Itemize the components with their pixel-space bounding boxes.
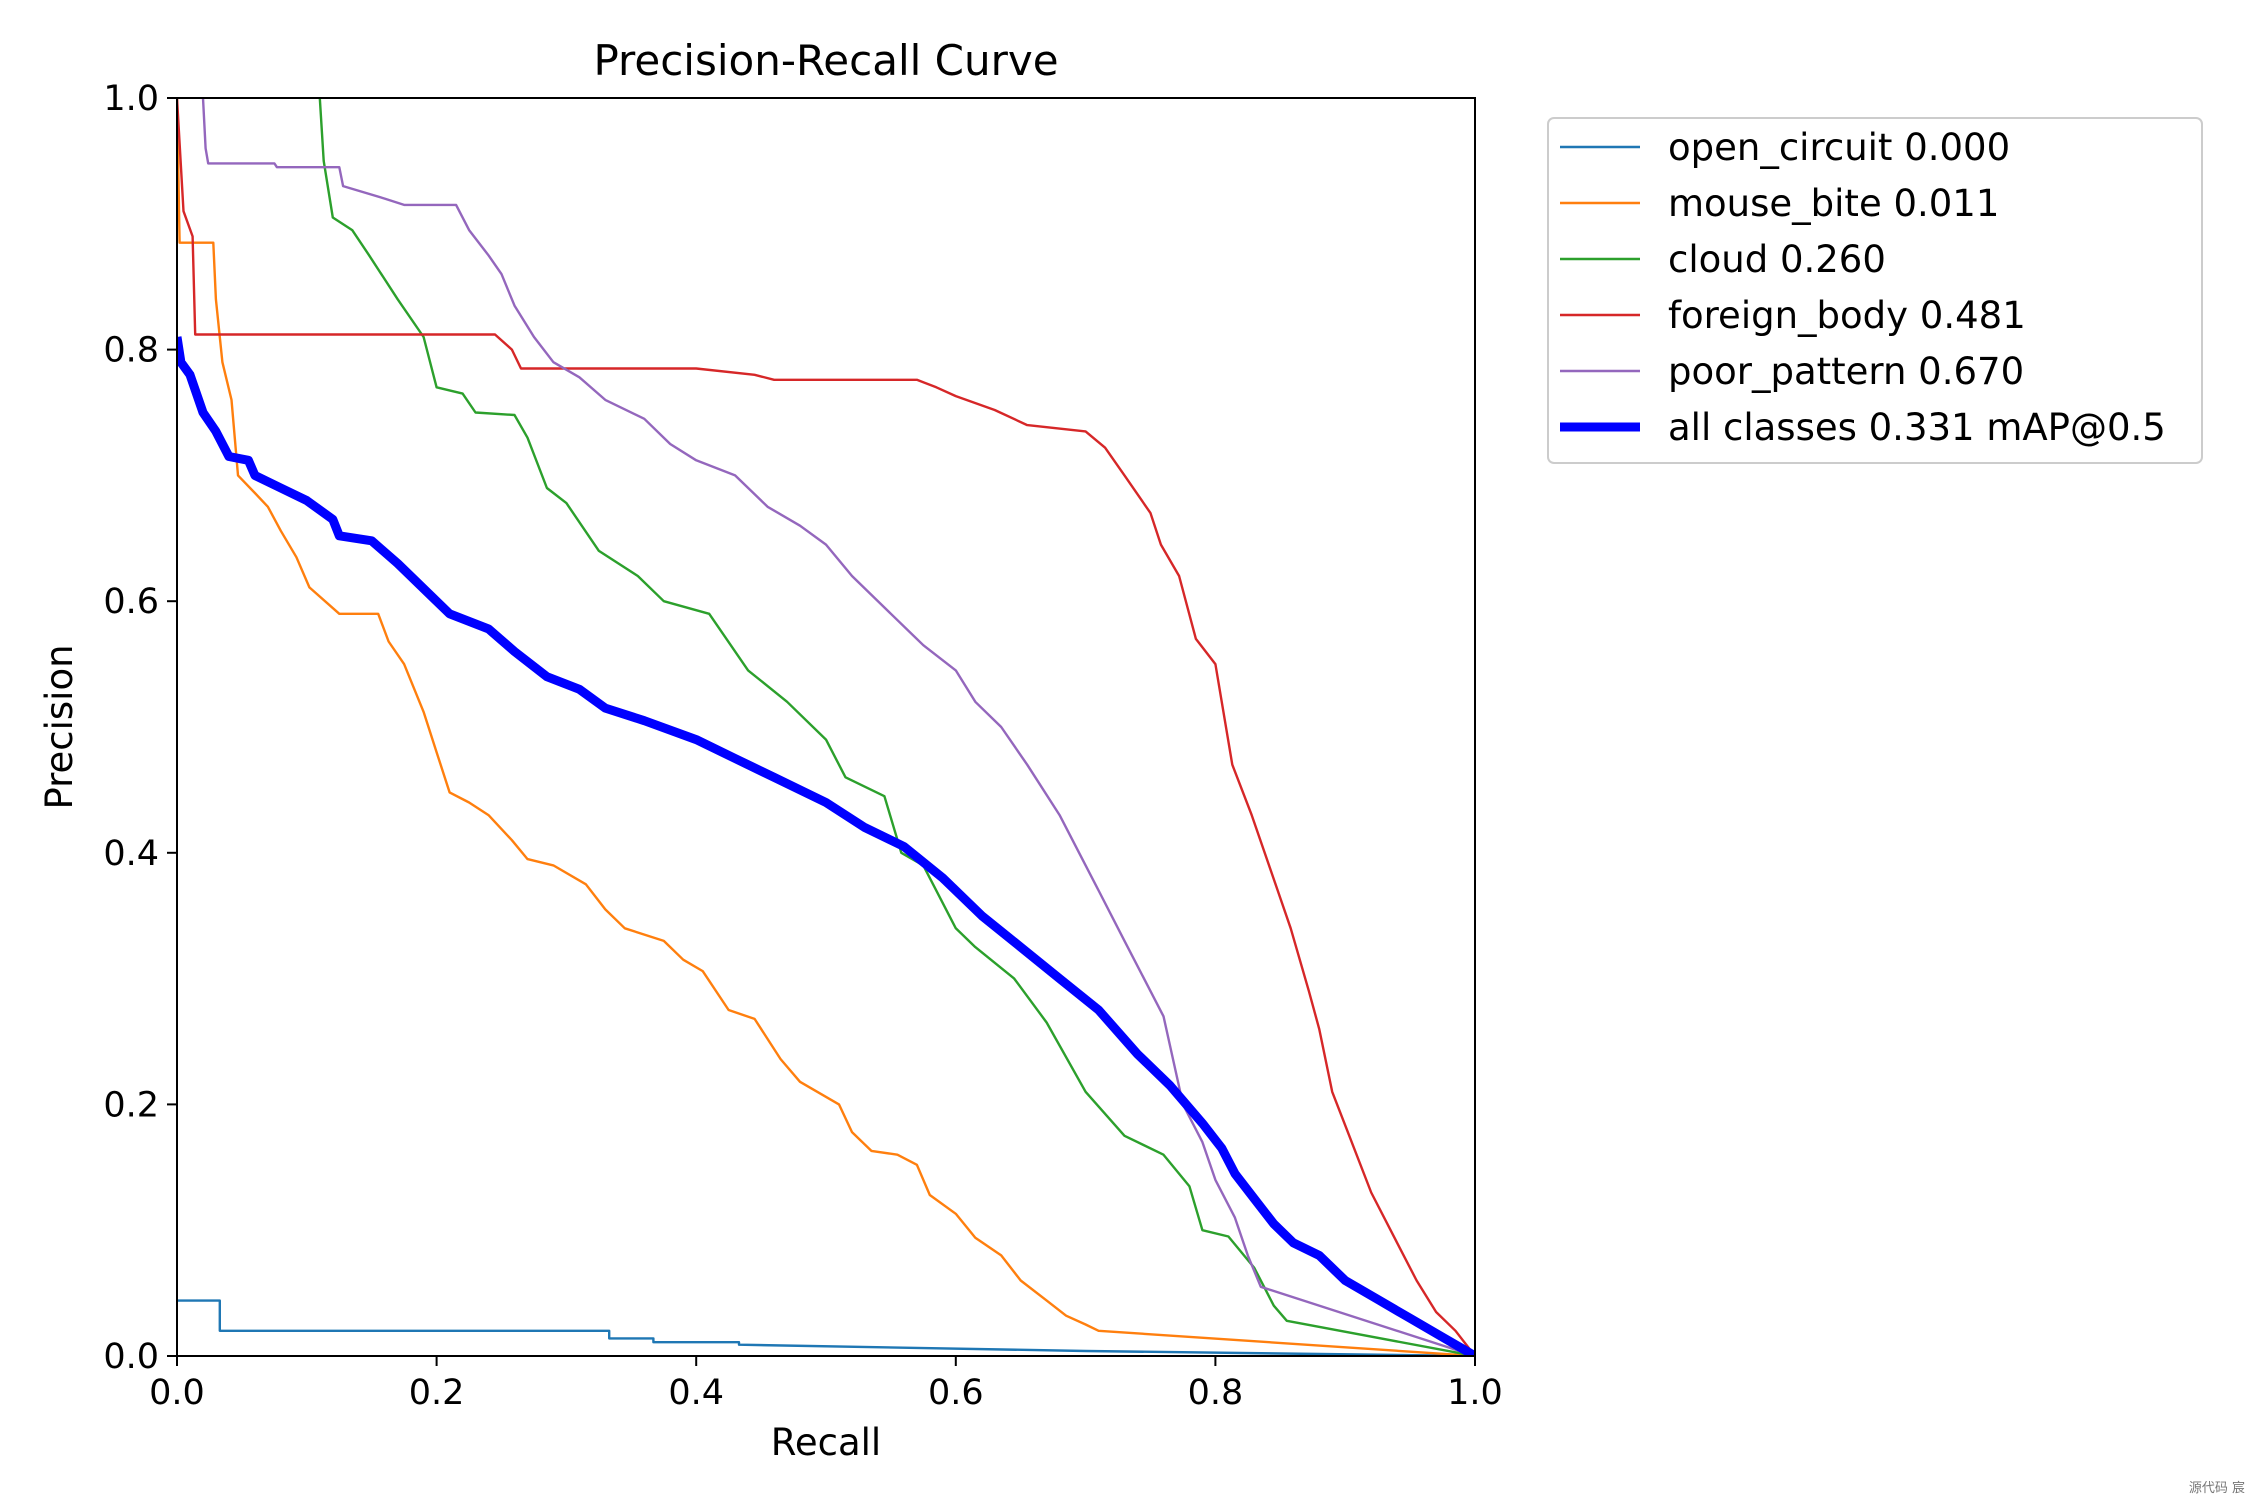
x-tick-label: 0.4	[668, 1373, 724, 1413]
x-tick-label: 1.0	[1447, 1373, 1503, 1413]
y-axis: 0.0 0.2 0.4 0.6 0.8 1.0	[103, 79, 177, 1377]
legend-label-foreign-body: foreign_body 0.481	[1668, 294, 2026, 337]
watermark: 源代码 宸	[2189, 1480, 2245, 1496]
chart-title: Precision-Recall Curve	[593, 36, 1058, 85]
x-tick-label: 0.2	[409, 1373, 465, 1413]
series-line-open-circuit	[177, 1299, 1475, 1356]
legend-label-all-classes: all classes 0.331 mAP@0.5	[1668, 406, 2166, 449]
legend-label-open-circuit: open_circuit 0.000	[1668, 126, 2010, 169]
y-tick-label: 1.0	[103, 79, 159, 119]
x-axis: 0.0 0.2 0.4 0.6 0.8 1.0	[149, 1356, 1503, 1413]
legend-label-poor-pattern: poor_pattern 0.670	[1668, 350, 2024, 393]
legend-label-mouse-bite: mouse_bite 0.011	[1668, 182, 1999, 225]
y-tick-label: 0.2	[103, 1085, 159, 1125]
legend-label-cloud: cloud 0.260	[1668, 238, 1886, 281]
legend: open_circuit 0.000 mouse_bite 0.011 cloud …	[1547, 117, 2203, 464]
y-tick-label: 0.0	[103, 1337, 159, 1377]
x-tick-label: 0.6	[928, 1373, 984, 1413]
x-tick-label: 0.8	[1188, 1373, 1244, 1413]
x-tick-label: 0.0	[149, 1373, 205, 1413]
series-line-mouse-bite	[177, 98, 1475, 1356]
y-tick-label: 0.8	[103, 331, 159, 371]
y-axis-label: Precision	[38, 644, 81, 809]
y-tick-label: 0.6	[103, 582, 159, 622]
plot-frame	[176, 97, 1476, 1357]
series-line-all-classes	[177, 336, 1475, 1356]
series-line-cloud	[318, 98, 1475, 1356]
legend-frame	[1547, 117, 2203, 464]
x-axis-label: Recall	[771, 1421, 881, 1464]
series-layer	[177, 98, 1475, 1356]
y-tick-label: 0.4	[103, 834, 159, 874]
series-line-foreign-body	[177, 98, 1475, 1356]
series-line-poor-pattern	[201, 98, 1475, 1356]
